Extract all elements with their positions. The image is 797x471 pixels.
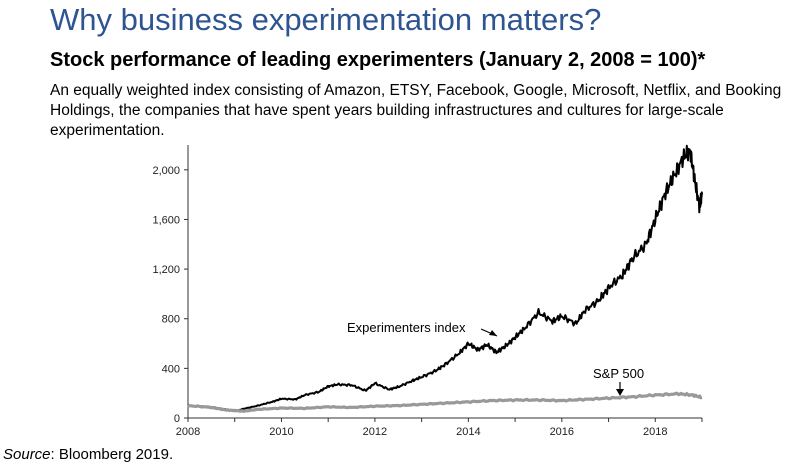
y-tick-label: 400 xyxy=(162,363,180,375)
chart-subtitle: Stock performance of leading experimente… xyxy=(50,49,706,71)
chart-axes: 0 400 800 1,200 1,600 2,000 2008 2010 2012 2014 20… xyxy=(152,145,703,438)
source-note: Source: Bloomberg 2019. xyxy=(3,446,173,463)
annotation-arrowhead-sp500 xyxy=(616,389,624,396)
x-tick-label: 2010 xyxy=(269,426,293,438)
source-label: Source xyxy=(3,446,51,463)
series-line-sp500 xyxy=(187,391,703,413)
x-tick-label: 2018 xyxy=(643,426,667,438)
y-tick-label: 1,600 xyxy=(152,214,180,226)
x-tick-label: 2008 xyxy=(176,426,200,438)
source-text: : Bloomberg 2019. xyxy=(50,446,174,463)
annotation-sp500: S&P 500 xyxy=(593,366,644,381)
x-tick-label: 2012 xyxy=(363,426,387,438)
y-tick-label: 1,200 xyxy=(152,264,180,276)
chart-series xyxy=(187,144,703,413)
series-line-experimenters-index xyxy=(188,144,703,413)
x-tick-label: 2014 xyxy=(456,426,480,438)
annotation-arrowhead-experimenters xyxy=(489,330,497,336)
y-tick-label: 0 xyxy=(174,413,180,425)
annotation-experimenters-index: Experimenters index xyxy=(347,320,466,335)
chart-annotations: Experimenters index S&P 500 xyxy=(347,320,644,396)
y-tick-label: 2,000 xyxy=(152,165,180,177)
page-title: Why business experimentation matters? xyxy=(50,2,602,37)
x-tick-label: 2016 xyxy=(550,426,574,438)
chart-description: An equally weighted index consisting of … xyxy=(50,82,782,139)
y-tick-label: 800 xyxy=(162,314,180,326)
